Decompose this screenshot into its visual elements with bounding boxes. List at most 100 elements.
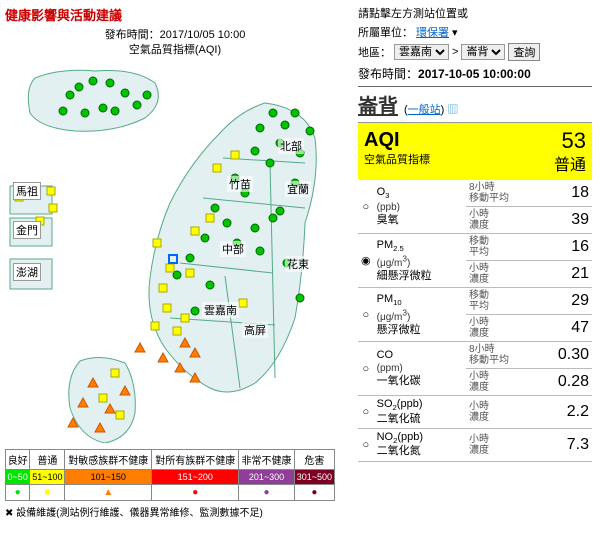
station-square[interactable] [111, 369, 119, 377]
station-square[interactable] [186, 269, 194, 277]
station-circle[interactable] [266, 159, 274, 167]
legend-icon: ● [294, 484, 334, 500]
region-label-zhumiao[interactable]: 竹苗 [227, 176, 253, 192]
pollutant-radio[interactable]: ○ [358, 396, 374, 429]
region-row: 地區： 雲嘉南 > 崙背 查詢 [358, 43, 592, 61]
station-triangle[interactable] [135, 343, 145, 352]
publish-header: 發布時間：2017/10/05 10:00 空氣品質指標(AQI) [5, 28, 345, 59]
station-circle[interactable] [191, 307, 199, 315]
aqi-value: 53 [554, 127, 586, 156]
station-circle[interactable] [143, 91, 151, 99]
pollutant-radio[interactable]: ○ [358, 342, 374, 396]
station-circle[interactable] [186, 254, 194, 262]
station-square[interactable] [49, 204, 57, 212]
station-square[interactable] [191, 227, 199, 235]
station-square[interactable] [163, 304, 171, 312]
legend-header: 對所有族群不健康 [152, 449, 239, 469]
dept-link[interactable]: 環保署 [416, 24, 449, 40]
pollutant-metric: 小時濃度 [466, 396, 536, 429]
pollutant-radio[interactable]: ○ [358, 288, 374, 342]
station-square[interactable] [231, 151, 239, 159]
station-name: 崙背 [358, 90, 398, 119]
region-label-central[interactable]: 中部 [220, 241, 246, 257]
pollutant-radio[interactable]: ○ [358, 429, 374, 462]
station-circle[interactable] [269, 109, 277, 117]
station-circle[interactable] [75, 83, 83, 91]
region-label-yunchia[interactable]: 雲嘉南 [202, 302, 239, 318]
pollutant-value: 18 [536, 180, 592, 207]
station-circle[interactable] [99, 104, 107, 112]
station-square[interactable] [181, 314, 189, 322]
pollutant-metric: 移動平均 [466, 288, 536, 315]
station-square[interactable] [213, 164, 221, 172]
region-label-kaoping[interactable]: 高屏 [242, 322, 268, 338]
station-square[interactable] [99, 394, 107, 402]
station-circle[interactable] [296, 294, 304, 302]
station-circle[interactable] [106, 79, 114, 87]
legend-range: 0~50 [6, 469, 30, 484]
pollutant-value: 39 [536, 207, 592, 234]
station-circle[interactable] [66, 91, 74, 99]
station-type-link[interactable]: 一般站 [408, 104, 441, 116]
station-square[interactable] [206, 214, 214, 222]
station-circle[interactable] [223, 219, 231, 227]
station-square[interactable] [173, 327, 181, 335]
station-circle[interactable] [111, 107, 119, 115]
station-circle[interactable] [291, 109, 299, 117]
legend-range: 201~300 [239, 469, 295, 484]
station-circle[interactable] [59, 107, 67, 115]
station-square[interactable] [151, 322, 159, 330]
pollutant-table: ○O3(ppb)臭氧8小時移動平均18小時濃度39◉PM2.5(μg/m3)細懸… [358, 180, 592, 461]
region-label-huadong[interactable]: 花東 [285, 256, 311, 272]
legend-range: 101~150 [65, 469, 152, 484]
chart-icon[interactable]: ▥ [447, 104, 458, 116]
pollutant-metric: 8小時移動平均 [466, 180, 536, 207]
taiwan-map[interactable]: 北部竹苗宜蘭中部花東雲嘉南高屏 馬祖金門澎湖 [5, 63, 345, 443]
station-circle[interactable] [206, 281, 214, 289]
pollutant-radio[interactable]: ◉ [358, 234, 374, 288]
station-circle[interactable] [269, 214, 277, 222]
region-label-north[interactable]: 北部 [278, 138, 304, 154]
station-square[interactable] [159, 284, 167, 292]
station-square[interactable] [47, 187, 55, 195]
region-label: 地區： [358, 44, 391, 60]
dept-row: 所屬單位： 環保署 ▾ [358, 24, 592, 40]
station-circle[interactable] [201, 234, 209, 242]
aqi-label-header: 空氣品質指標(AQI) [129, 44, 221, 56]
pollutant-name: CO(ppm)一氧化碳 [374, 342, 466, 396]
pollutant-metric: 小時濃度 [466, 261, 536, 288]
station-circle[interactable] [276, 207, 284, 215]
pollutant-metric: 移動平均 [466, 234, 536, 261]
station-circle[interactable] [251, 224, 259, 232]
station-square[interactable] [239, 299, 247, 307]
aqi-desc: 普通 [554, 156, 586, 177]
station-circle[interactable] [256, 247, 264, 255]
pollutant-value: 7.3 [536, 429, 592, 462]
station-triangle[interactable] [158, 353, 168, 362]
station-circle[interactable] [251, 147, 259, 155]
station-circle[interactable] [133, 101, 141, 109]
region-select-2[interactable]: 崙背 [461, 44, 505, 60]
pollutant-radio[interactable]: ○ [358, 180, 374, 234]
publish-time: 發布時間：2017/10/05 10:00 [105, 29, 246, 41]
pollutant-metric: 小時濃度 [466, 315, 536, 342]
station-circle[interactable] [211, 204, 219, 212]
legend-header: 對敏感族群不健康 [65, 449, 152, 469]
station-square[interactable] [153, 239, 161, 247]
station-circle[interactable] [81, 109, 89, 117]
region-label-yilan[interactable]: 宜蘭 [285, 181, 311, 197]
legend-range: 51~100 [30, 469, 65, 484]
region-select-1[interactable]: 雲嘉南 [394, 44, 449, 60]
station-circle[interactable] [89, 77, 97, 85]
station-circle[interactable] [256, 124, 264, 132]
station-square[interactable] [166, 264, 174, 272]
legend-icon: ● [152, 484, 239, 500]
island-label: 澎湖 [13, 263, 41, 281]
legend-header: 非常不健康 [239, 449, 295, 469]
query-button[interactable]: 查詢 [508, 43, 540, 61]
station-circle[interactable] [121, 89, 129, 97]
station-square[interactable] [116, 411, 124, 419]
pollutant-value: 16 [536, 234, 592, 261]
station-circle[interactable] [306, 127, 314, 135]
station-circle[interactable] [281, 121, 289, 129]
